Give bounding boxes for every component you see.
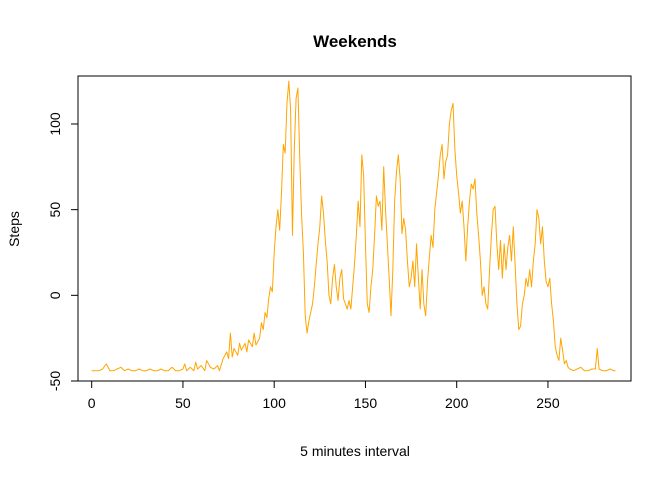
y-axis: -50 0 50 100 — [47, 112, 79, 391]
x-tick-label: 150 — [354, 395, 378, 411]
x-tick-label: 250 — [536, 395, 560, 411]
x-tick-label: 200 — [445, 395, 469, 411]
x-tick-label: 100 — [263, 395, 287, 411]
y-tick-label: 0 — [47, 291, 63, 299]
series-line — [91, 80, 616, 372]
x-tick-label: 0 — [88, 395, 96, 411]
y-tick-label: 50 — [47, 202, 63, 218]
y-tick-label: 100 — [47, 112, 63, 136]
y-tick-label: -50 — [47, 371, 63, 391]
x-tick-label: 50 — [175, 395, 191, 411]
chart-title: Weekends — [313, 32, 397, 51]
x-axis-label: 5 minutes interval — [300, 443, 410, 459]
x-axis: 0 50 100 150 200 250 — [88, 380, 560, 411]
y-axis-label: Steps — [6, 211, 22, 247]
series-layer — [91, 80, 616, 372]
plot-frame — [77, 75, 632, 382]
